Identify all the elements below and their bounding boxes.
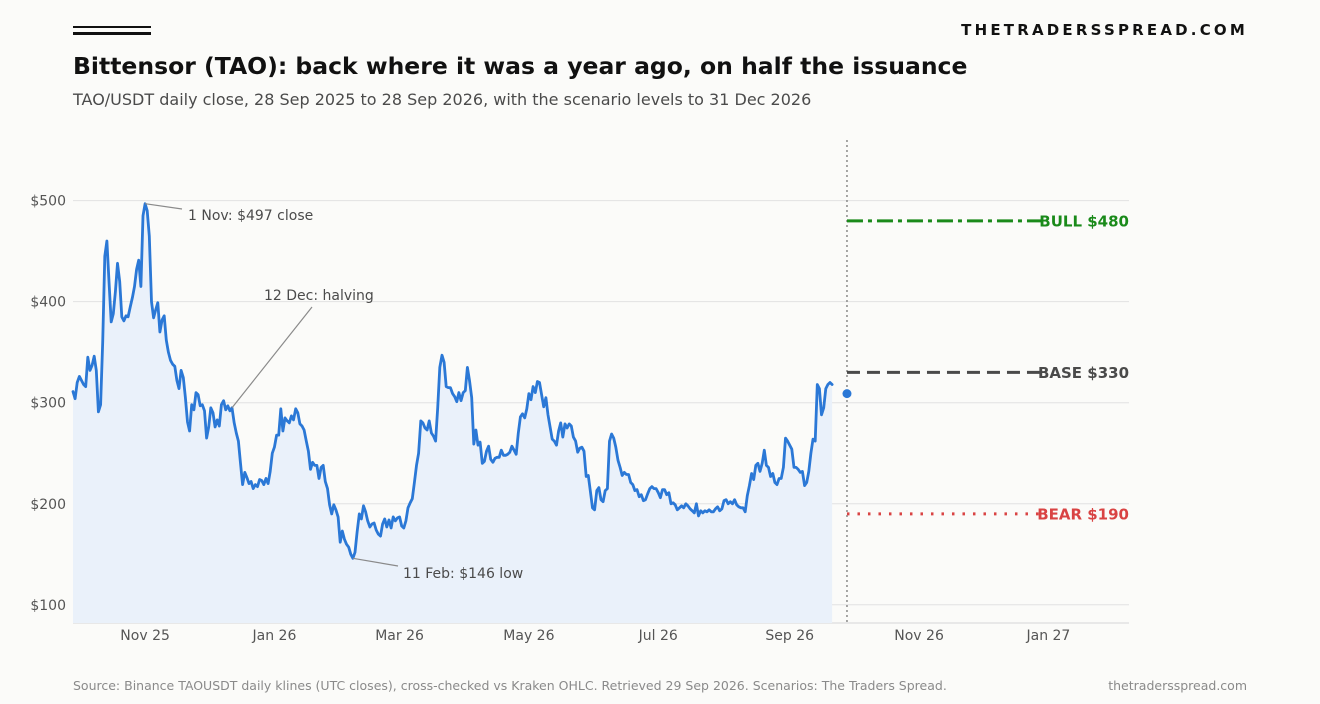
scenario-label-bull: BULL $480 [1039,212,1129,230]
x-tick-label: May 26 [503,628,554,644]
annotation-leader [231,306,313,409]
annotation-leader [352,557,399,567]
x-tick-label: Sep 26 [765,628,814,644]
source-note: Source: Binance TAOUSDT daily klines (UT… [73,678,947,693]
x-tick-label: Nov 26 [894,628,944,644]
price-area-fill [73,203,833,623]
x-tick-label: Nov 25 [120,628,170,644]
footer-site-link[interactable]: thetradersspread.com [1108,678,1247,693]
y-tick-label: $300 [30,396,66,412]
last-close-dot [842,389,852,399]
page-title: Bittensor (TAO): back where it was a yea… [73,52,968,80]
x-tick-label: Jan 27 [1025,628,1070,644]
header-rule-thick [73,32,151,35]
brand-wordmark[interactable]: THETRADERSSPREAD.COM [961,21,1248,39]
y-tick-label: $400 [30,295,66,311]
y-tick-label: $200 [30,497,66,513]
annotation-label: 12 Dec: halving [264,288,374,304]
scenario-label-base: BASE $330 [1038,364,1129,382]
x-tick-label: Jul 26 [638,628,678,644]
scenario-label-bear: BEAR $190 [1037,505,1129,523]
y-tick-label: $100 [30,598,66,614]
header-rule-thin [73,26,151,28]
x-tick-label: Jan 26 [252,628,297,644]
annotation-label: 11 Feb: $146 low [403,566,523,582]
price-line [71,202,834,560]
annotation-label: 1 Nov: $497 close [188,208,313,224]
x-tick-label: Mar 26 [375,628,424,644]
page-subtitle: TAO/USDT daily close, 28 Sep 2025 to 28 … [73,90,812,109]
annotation-leader [145,203,183,210]
y-tick-label: $500 [30,194,66,210]
